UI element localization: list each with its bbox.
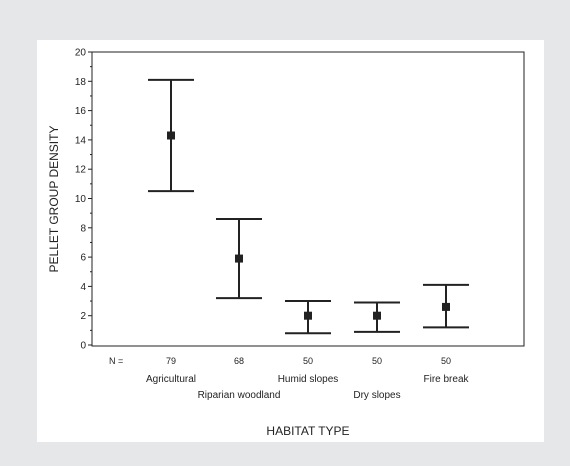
n-count-label: 50 — [441, 356, 451, 366]
n-count-label: 50 — [303, 356, 313, 366]
y-tick-label: 4 — [80, 282, 86, 293]
category-label: Dry slopes — [353, 390, 400, 401]
error-bar-0 — [148, 78, 194, 193]
y-axis-title: PELLET GROUP DENSITY — [47, 126, 61, 273]
error-bar-3 — [354, 301, 400, 333]
category-label: Humid slopes — [278, 374, 339, 385]
y-tick-label: 0 — [80, 341, 86, 352]
y-tick-label: 2 — [80, 311, 86, 322]
category-label: Riparian woodland — [198, 390, 281, 401]
y-tick-label: 14 — [75, 135, 87, 146]
mean-marker — [373, 311, 381, 320]
n-count-label: 68 — [234, 356, 244, 366]
error-bar-1 — [216, 218, 262, 300]
error-bar-4 — [423, 283, 469, 329]
n-count-label: 50 — [372, 356, 382, 366]
mean-marker — [304, 311, 312, 320]
y-tick-label: 6 — [80, 253, 86, 264]
x-axis-title: HABITAT TYPE — [266, 424, 349, 438]
error-bar-2 — [285, 300, 331, 335]
y-tick-label: 12 — [75, 165, 87, 176]
error-bar-series — [148, 78, 469, 335]
y-tick-label: 8 — [80, 223, 86, 234]
mean-marker — [235, 254, 243, 263]
y-tick-label: 16 — [75, 106, 87, 117]
y-tick-label: 20 — [75, 48, 87, 59]
y-tick-label: 10 — [75, 194, 87, 205]
y-tick-label: 18 — [75, 77, 87, 88]
mean-marker — [167, 131, 175, 140]
mean-marker — [442, 302, 450, 311]
y-axis: 0 2 4 6 8 10 12 14 16 18 20 — [75, 48, 92, 352]
category-label: Agricultural — [146, 374, 196, 385]
n-prefix-label: N = — [109, 356, 123, 366]
category-label: Fire break — [423, 374, 469, 385]
n-count-label: 79 — [166, 356, 176, 366]
chart-panel: 0 2 4 6 8 10 12 14 16 18 20 79 Agricultural 68 Ripari… — [37, 40, 544, 442]
x-axis-labels: 79 Agricultural 68 Riparian woodland 50 Humid… — [146, 356, 470, 401]
